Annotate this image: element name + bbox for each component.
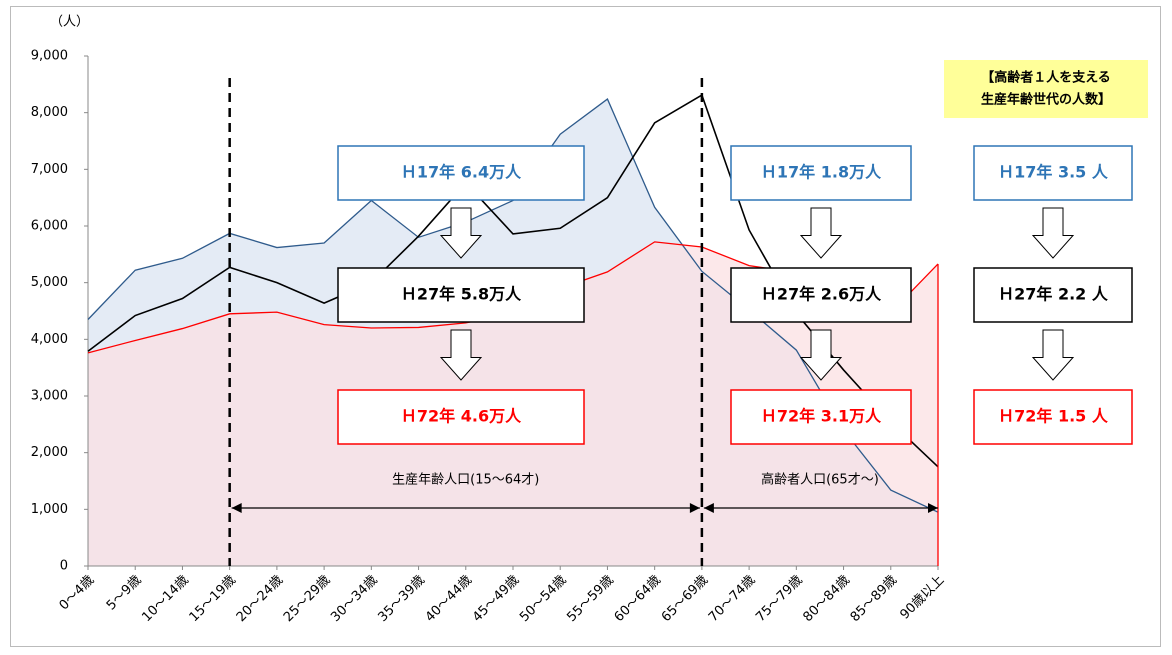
x-tick-label: 60～64歳 [612,573,664,625]
value-box [973,145,1133,201]
x-tick-label: 70～74歳 [706,573,758,625]
down-arrow [1031,207,1075,259]
value-box [337,389,585,445]
box-text: Ｈ17年 6.4万人 [401,163,522,182]
y-axis-label: （人） [50,15,89,30]
x-tick-label: 50～54歳 [517,573,569,625]
x-tick-label: 55～59歳 [564,573,616,625]
x-tick-label: 25～29歳 [281,573,333,625]
x-tick-label: 40～44歳 [423,573,475,625]
summary-text: 生産年齢世代の人数】 [981,92,1111,108]
range-label: 高齢者人口(65才～) [761,472,879,488]
x-tick-label: 5～9歳 [104,573,145,614]
y-tick-label: 8,000 [31,105,68,120]
y-tick-label: 7,000 [31,162,68,177]
x-tick-label: 65～69歳 [659,573,711,625]
x-tick-label: 15～19歳 [187,573,239,625]
box-text: Ｈ72年 4.6万人 [401,407,522,426]
value-box [730,267,912,323]
arrow-head [928,503,938,513]
value-box [337,267,585,323]
box-text: Ｈ17年 3.5 人 [998,163,1109,182]
y-tick-label: 6,000 [31,219,68,234]
x-tick-label: 85～89歳 [848,573,900,625]
y-tick-label: 1,000 [31,502,68,517]
down-arrow [439,207,483,259]
value-box [730,145,912,201]
y-tick-label: 5,000 [31,275,68,290]
box-text: Ｈ72年 1.5 人 [998,407,1109,426]
value-box [337,145,585,201]
down-arrow [799,207,843,259]
down-arrow [799,329,843,381]
value-box [730,389,912,445]
arrow-head [689,503,700,513]
x-tick-label: 20～24歳 [234,573,286,625]
box-text: Ｈ72年 3.1万人 [761,407,882,426]
value-box [973,389,1133,445]
x-tick-label: 0～4歳 [57,573,98,614]
x-tick-label: 30～34歳 [328,573,380,625]
summary-text: 【高齢者１人を支える [981,70,1111,86]
box-text: Ｈ27年 2.2 人 [998,285,1109,304]
x-tick-label: 90歳以上 [897,573,947,623]
box-text: Ｈ27年 5.8万人 [401,285,522,304]
x-tick-label: 10～14歳 [139,573,191,625]
x-tick-label: 80～84歳 [800,573,852,625]
y-tick-label: 0 [60,559,68,574]
down-arrow [1031,329,1075,381]
frame [10,6,1161,647]
arrow-head [703,503,714,513]
x-tick-label: 45～49歳 [470,573,522,625]
down-arrow [439,329,483,381]
y-tick-label: 9,000 [31,49,68,64]
box-text: Ｈ27年 2.6万人 [761,285,882,304]
x-tick-label: 35～39歳 [375,573,427,625]
range-label: 生産年齢人口(15～64才) [392,472,539,488]
value-box [973,267,1133,323]
y-tick-label: 2,000 [31,445,68,460]
y-tick-label: 3,000 [31,389,68,404]
summary-box [944,60,1148,118]
box-text: Ｈ17年 1.8万人 [761,163,882,182]
x-tick-label: 75～79歳 [753,573,805,625]
y-tick-label: 4,000 [31,332,68,347]
arrow-head [231,503,242,513]
